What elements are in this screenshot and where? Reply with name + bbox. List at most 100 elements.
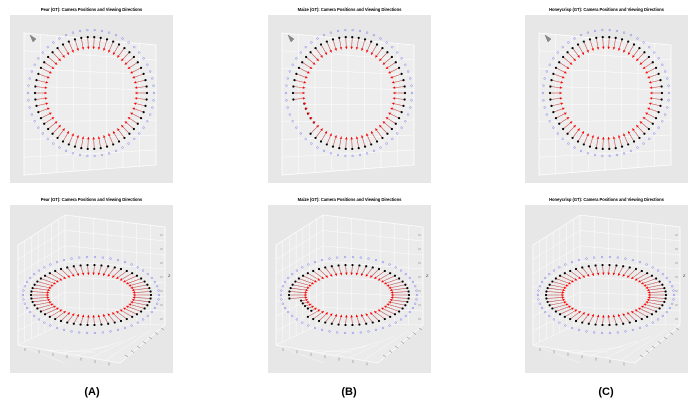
label-a: (A)	[84, 386, 100, 398]
camera-index-label	[351, 331, 355, 335]
camera-position	[622, 265, 625, 268]
camera-position	[142, 72, 145, 75]
camera-position	[386, 51, 389, 54]
grid-line	[322, 291, 424, 298]
view-direction-arrowhead	[107, 313, 111, 317]
camera-position	[312, 317, 315, 321]
camera-position	[595, 147, 598, 150]
view-direction-arrowhead	[563, 112, 567, 115]
camera-index-label	[55, 326, 59, 330]
camera-position	[107, 322, 110, 325]
camera-position	[545, 297, 548, 300]
camera-position	[67, 143, 70, 146]
camera-index-label	[408, 276, 411, 280]
camera-index-label	[638, 326, 642, 330]
camera-index-label	[52, 142, 55, 145]
view-direction-line	[640, 278, 657, 285]
camera-position	[331, 38, 335, 41]
camera-index-label	[577, 328, 581, 331]
camera-index-label	[316, 146, 319, 149]
view-direction-arrowhead	[627, 275, 630, 278]
grid-line	[17, 230, 66, 260]
camera-position	[306, 307, 309, 310]
view-direction-arrowhead	[46, 107, 50, 111]
camera-position	[403, 91, 407, 95]
camera-index-label	[49, 324, 52, 327]
view-direction-arrowhead	[355, 314, 359, 318]
camera-index-label	[116, 328, 120, 331]
camera-index-label	[313, 326, 317, 330]
camera-position	[309, 51, 312, 54]
view-direction-arrowhead	[646, 288, 650, 292]
view-direction-arrowhead	[46, 296, 50, 299]
camera-index-label	[71, 152, 75, 155]
view-direction-line	[646, 299, 665, 303]
camera-index-label	[313, 260, 317, 264]
camera-index-label	[133, 46, 136, 49]
grid-line	[579, 322, 681, 326]
panel-maize-perspective: Maize (GT): Camera Positions and Viewing…	[268, 195, 431, 373]
view-direction-arrowhead	[45, 81, 49, 84]
camera-index-label	[109, 330, 112, 333]
camera-position	[306, 272, 309, 275]
grid-line	[538, 68, 672, 76]
camera-position	[142, 111, 145, 114]
view-direction-arrowhead	[643, 303, 647, 306]
camera-index-label	[593, 331, 596, 334]
view-direction-arrowhead	[612, 272, 616, 276]
camera-index-label	[593, 29, 597, 33]
camera-position	[407, 293, 411, 297]
view-direction-arrowhead	[622, 273, 626, 277]
view-direction-arrowhead	[44, 97, 48, 100]
view-direction-arrowhead	[559, 86, 563, 89]
camera-position	[297, 66, 301, 69]
view-direction-arrowhead	[562, 288, 566, 292]
camera-position	[582, 143, 585, 146]
view-direction-arrowhead	[582, 275, 585, 278]
grid-line	[17, 245, 66, 274]
camera-index-label	[114, 34, 118, 37]
tick-mark	[675, 327, 680, 331]
camera-index-label	[407, 70, 410, 73]
view-direction-arrowhead	[571, 307, 574, 311]
axis-glyph	[544, 34, 552, 43]
camera-position	[608, 323, 611, 327]
camera-position	[588, 38, 592, 41]
grid-line	[23, 32, 157, 46]
camera-position	[632, 140, 636, 143]
camera-index-label	[351, 255, 355, 259]
camera-index-label	[668, 280, 671, 284]
camera-position	[145, 85, 148, 88]
view-direction-arrowhead	[381, 307, 384, 311]
camera-index-label	[78, 153, 82, 157]
view-direction-arrowhead	[559, 91, 562, 95]
view-direction-arrowhead	[97, 136, 101, 139]
view-direction-line	[547, 299, 566, 303]
view-direction-arrowhead	[113, 131, 116, 134]
view-direction-arrowhead	[126, 281, 129, 285]
view-direction-arrowhead	[121, 58, 124, 61]
view-direction-arrowhead	[132, 107, 136, 111]
camera-index-label	[537, 289, 540, 292]
camera-index-label	[153, 306, 156, 310]
camera-position	[39, 277, 42, 280]
view-direction-arrowhead	[47, 288, 51, 292]
view-direction-arrowhead	[81, 272, 85, 276]
tick-mark	[651, 345, 656, 349]
view-direction-arrowhead	[311, 305, 314, 309]
view-direction-arrowhead	[361, 273, 364, 276]
camera-position	[381, 136, 384, 140]
view-direction-arrowhead	[50, 284, 54, 287]
view-direction-arrowhead	[334, 48, 337, 51]
view-direction-arrowhead	[355, 272, 359, 276]
grid-line	[275, 261, 324, 289]
grid-line	[17, 214, 66, 246]
camera-index-label	[653, 51, 656, 54]
view-direction-arrowhead	[76, 314, 79, 317]
camera-position	[550, 78, 553, 82]
camera-index-label	[141, 318, 145, 321]
camera-position	[397, 66, 401, 69]
camera-index-label	[46, 46, 49, 49]
camera-position	[548, 283, 551, 286]
view-direction-arrowhead	[334, 314, 337, 317]
